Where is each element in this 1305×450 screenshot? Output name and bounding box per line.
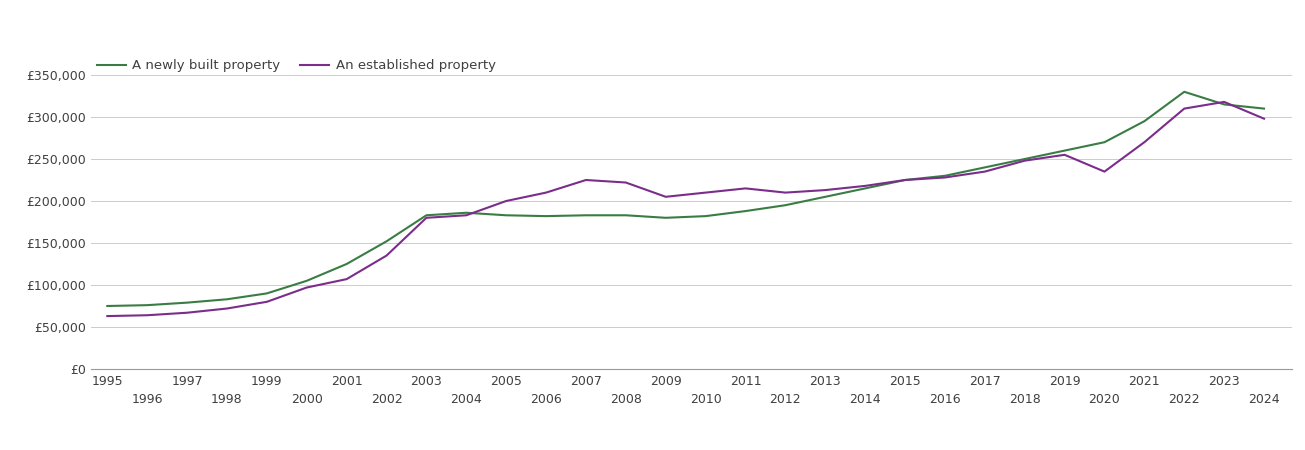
A newly built property [977,165,993,170]
An established property [619,180,634,185]
An established property [378,253,394,258]
An established property [1176,106,1191,111]
A newly built property [339,261,355,267]
A newly built property [538,213,553,219]
An established property [977,169,993,174]
A newly built property [1216,102,1232,107]
A newly built property [499,212,514,218]
An established property [937,175,953,180]
Line: A newly built property: A newly built property [107,92,1265,306]
A newly built property [778,202,793,208]
An established property [140,313,155,318]
An established property [1137,140,1152,145]
A newly built property [1257,106,1272,111]
An established property [1096,169,1112,174]
A newly built property [1176,89,1191,94]
An established property [898,177,913,183]
A newly built property [299,278,315,284]
A newly built property [179,300,194,306]
An established property [1257,116,1272,122]
A newly built property [219,297,235,302]
An established property [299,285,315,290]
A newly built property [1017,156,1032,162]
An established property [857,183,873,189]
An established property [538,190,553,195]
A newly built property [817,194,833,199]
A newly built property [1057,148,1073,153]
An established property [778,190,793,195]
An established property [698,190,714,195]
A newly built property [737,208,753,214]
An established property [99,313,115,319]
An established property [1057,152,1073,158]
An established property [258,299,274,305]
A newly built property [1137,118,1152,124]
A newly built property [419,212,435,218]
A newly built property [619,212,634,218]
An established property [1017,158,1032,163]
A newly built property [99,303,115,309]
An established property [419,215,435,220]
A newly built property [857,186,873,191]
An established property [578,177,594,183]
A newly built property [140,302,155,308]
A newly built property [898,177,913,183]
Legend: A newly built property, An established property: A newly built property, An established p… [91,54,501,77]
A newly built property [937,173,953,179]
An established property [1216,99,1232,104]
An established property [219,306,235,311]
A newly built property [698,213,714,219]
Line: An established property: An established property [107,102,1265,316]
A newly built property [578,212,594,218]
An established property [737,186,753,191]
An established property [658,194,673,199]
A newly built property [258,291,274,296]
A newly built property [1096,140,1112,145]
A newly built property [458,210,474,216]
An established property [179,310,194,315]
An established property [339,276,355,282]
An established property [499,198,514,204]
An established property [458,212,474,218]
An established property [817,187,833,193]
A newly built property [378,238,394,244]
A newly built property [658,215,673,220]
